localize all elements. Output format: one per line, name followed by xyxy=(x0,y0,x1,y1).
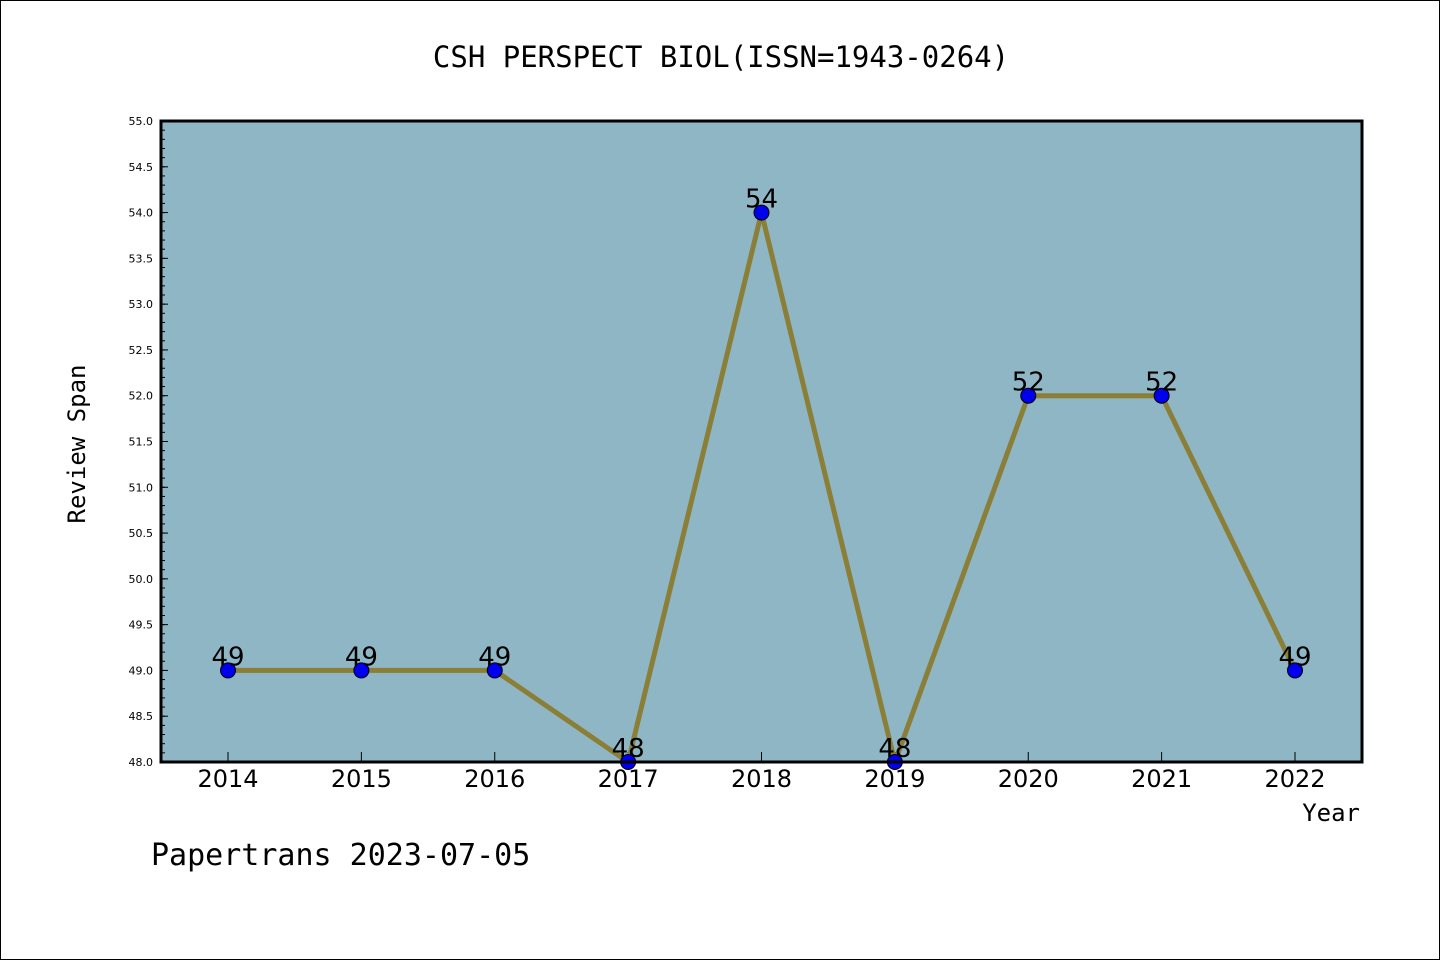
y-tick-label: 50.5 xyxy=(129,527,154,540)
x-tick-label: 2015 xyxy=(331,765,392,793)
x-tick-label: 2022 xyxy=(1264,765,1325,793)
y-tick-label: 50.0 xyxy=(129,573,154,586)
data-point xyxy=(1153,387,1170,404)
x-tick-label: 2020 xyxy=(998,765,1059,793)
y-tick-label: 54.5 xyxy=(129,161,154,174)
y-tick-label: 49.5 xyxy=(129,619,154,632)
data-label: 49 xyxy=(1278,642,1311,672)
y-tick-label: 48.5 xyxy=(129,710,154,723)
footer-watermark: Papertrans 2023-07-05 xyxy=(151,838,530,873)
y-axis: 48.0 48.5 49.0 49.5 50.0 50.5 51.0 51.5 52.0 52.5… xyxy=(129,115,168,769)
y-tick-label: 55.0 xyxy=(129,115,154,128)
data-label: 48 xyxy=(878,734,911,764)
data-label: 49 xyxy=(211,642,244,672)
data-point xyxy=(486,662,503,679)
data-point xyxy=(753,204,770,221)
data-point xyxy=(1287,662,1303,679)
data-point xyxy=(353,662,370,679)
y-tick-label: 53.5 xyxy=(129,252,154,265)
y-tick-label: 49.0 xyxy=(129,664,154,677)
y-tick-label: 54.0 xyxy=(129,207,154,220)
x-axis-label: Year xyxy=(1302,799,1360,827)
y-tick-label: 48.0 xyxy=(129,756,154,769)
x-axis: 2014 2015 2016 2017 2018 2019 2020 2021 2022 xyxy=(197,752,1326,793)
y-tick-label: 51.0 xyxy=(129,481,154,494)
series-group: 49 49 49 48 54 48 52 52 49 xyxy=(211,185,1312,771)
y-tick-label: 52.0 xyxy=(129,390,154,403)
data-label: 54 xyxy=(745,185,778,215)
data-label: 49 xyxy=(478,642,511,672)
x-tick-label: 2021 xyxy=(1131,765,1192,793)
chart-title: CSH PERSPECT BIOL(ISSN=1943-0264) xyxy=(433,40,1009,74)
y-tick-label: 52.5 xyxy=(129,344,154,357)
data-label: 52 xyxy=(1012,368,1045,398)
y-axis-label: Review Span xyxy=(63,365,91,524)
y-tick-label: 51.5 xyxy=(129,436,154,449)
x-tick-label: 2014 xyxy=(197,765,258,793)
plot-frame xyxy=(159,119,1364,764)
data-label: 48 xyxy=(612,734,645,764)
plot-area xyxy=(161,121,1362,762)
x-tick-label: 2016 xyxy=(464,765,525,793)
data-label: 49 xyxy=(345,642,378,672)
data-point xyxy=(220,662,236,679)
y-tick-label: 53.0 xyxy=(129,298,154,311)
x-tick-label: 2018 xyxy=(731,765,792,793)
data-label: 52 xyxy=(1145,368,1178,398)
data-point xyxy=(1020,387,1037,404)
